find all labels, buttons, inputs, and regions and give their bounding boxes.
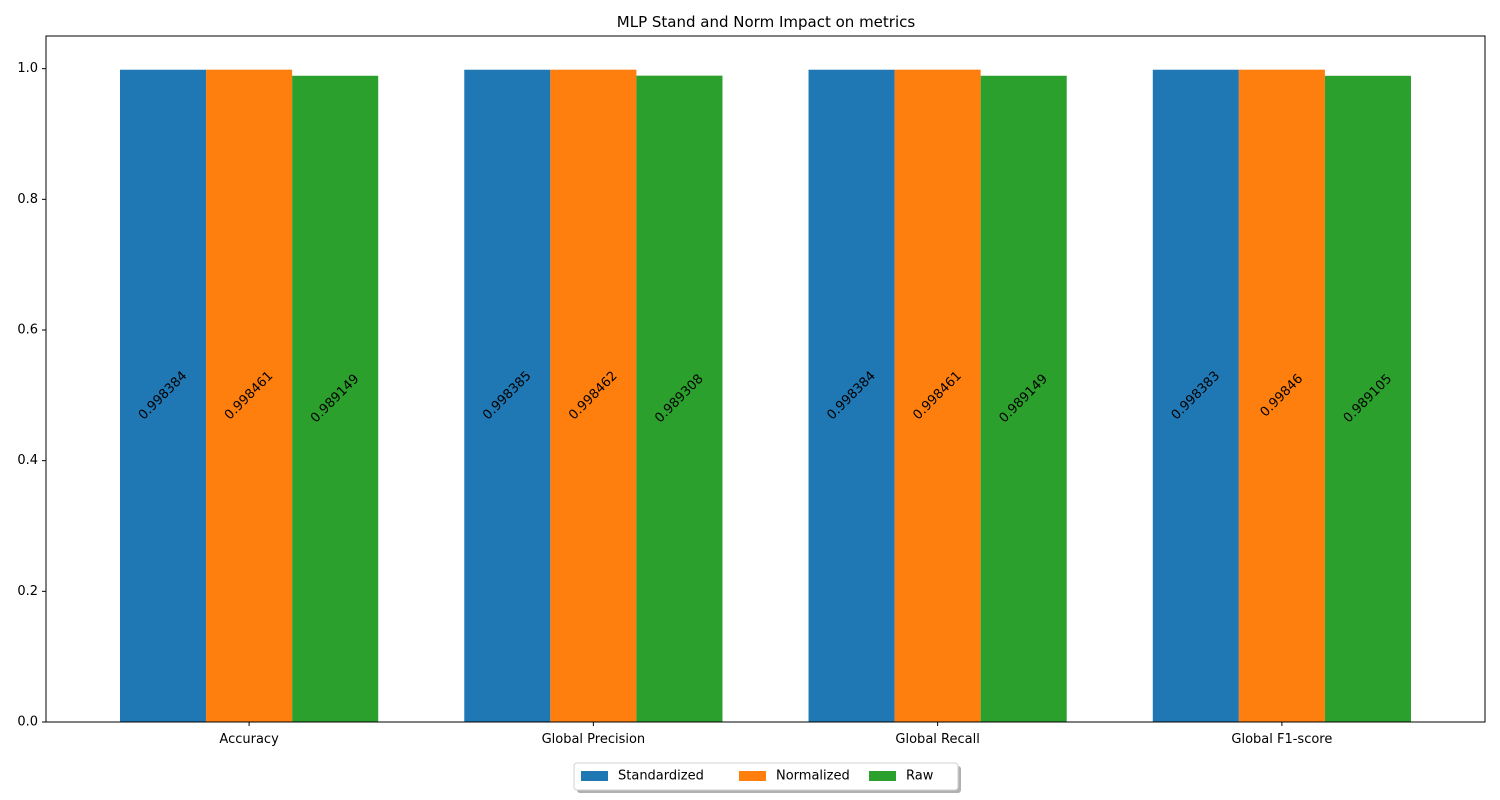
y-tick-label: 0.4 [17,453,38,468]
bar-raw-0 [292,75,379,723]
x-tick-label: Global Precision [542,732,646,747]
bars-group [120,69,1411,723]
legend-label-standardized: Standardized [618,769,704,784]
bar-standardized-3 [1152,69,1239,723]
bar-raw-2 [980,75,1067,723]
legend-label-raw: Raw [906,769,934,784]
y-tick-label: 0.8 [17,192,38,207]
y-tick-label: 0.6 [17,323,38,338]
x-axis: Accuracy Global Precision Global Recall Glo… [219,722,1332,747]
chart-title: MLP Stand and Norm Impact on metrics [617,13,916,31]
legend-label-normalized: Normalized [776,769,850,784]
y-tick-label: 1.0 [17,61,38,76]
bar-normalized-0 [206,69,293,723]
bar-normalized-2 [894,69,981,723]
legend-swatch-normalized [739,771,766,781]
y-tick-label: 0.0 [17,715,38,730]
bar-raw-1 [636,75,723,723]
legend-swatch-raw [869,771,896,781]
x-tick-label: Accuracy [219,732,279,747]
legend-swatch-standardized [581,771,608,781]
bar-standardized-0 [120,69,207,722]
legend: Standardized Normalized Raw [573,762,961,793]
y-tick-label: 0.2 [17,584,38,599]
bar-normalized-1 [550,69,637,722]
x-tick-label: Global F1-score [1231,732,1332,747]
bar-standardized-1 [464,69,551,722]
y-axis: 0.0 0.2 0.4 0.6 0.8 1.0 [17,61,46,730]
bar-standardized-2 [808,69,895,722]
bar-raw-3 [1324,75,1411,723]
bar-normalized-3 [1238,69,1325,723]
plot-area-frame [45,35,1486,723]
x-tick-label: Global Recall [895,732,979,747]
